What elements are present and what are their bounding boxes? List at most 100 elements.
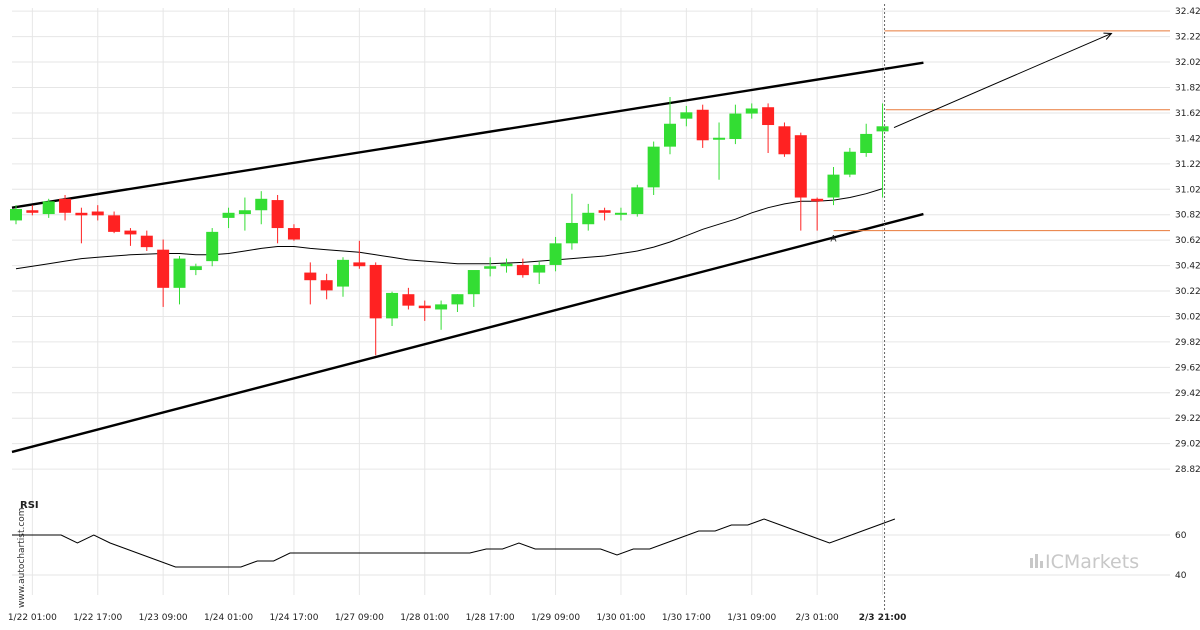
bearish-candle — [59, 198, 72, 213]
price-tick-label: 30.2250 — [1175, 287, 1200, 297]
moving-average-layer — [15, 188, 883, 270]
time-tick-label: 1/22 01:00 — [8, 613, 57, 623]
bullish-candle — [631, 187, 644, 215]
time-tick-label: 1/30 01:00 — [596, 613, 645, 623]
bearish-candle — [778, 126, 791, 155]
time-tick-label: 1/24 01:00 — [204, 613, 253, 623]
bearish-candle — [696, 109, 709, 141]
price-tick-label: 29.0250 — [1175, 440, 1200, 450]
price-tick-label: 29.8250 — [1175, 338, 1200, 348]
bearish-candle — [124, 230, 137, 235]
bullish-candle — [565, 222, 578, 244]
bullish-candle — [614, 212, 627, 215]
watermark: www.autochartist.com — [17, 507, 27, 608]
bearish-candle — [811, 198, 824, 202]
price-tick-label: 31.0250 — [1175, 185, 1200, 195]
candle-layer — [10, 97, 889, 356]
bearish-candle — [91, 211, 104, 216]
time-tick-label: 1/23 09:00 — [139, 613, 188, 623]
bearish-candle — [353, 262, 366, 267]
time-tick-label: 1/30 17:00 — [662, 613, 711, 623]
price-tick-label: 30.4250 — [1175, 262, 1200, 272]
bearish-candle — [304, 272, 317, 281]
time-tick-label: 1/28 01:00 — [400, 613, 449, 623]
bullish-candle — [451, 294, 464, 305]
svg-text:ICMarkets: ICMarkets — [1045, 551, 1139, 573]
price-tick-label: 30.8250 — [1175, 211, 1200, 221]
bullish-candle — [549, 243, 562, 265]
axis-layer: 32.4250 32.2250 32.0250 31.8250 31.6250 31.42… — [8, 4, 1200, 623]
rsi-tick-label: 40 — [1175, 571, 1187, 581]
bearish-candle — [108, 215, 121, 232]
price-tick-label: 30.6250 — [1175, 236, 1200, 246]
bullish-candle — [745, 108, 758, 114]
bullish-candle — [10, 208, 22, 221]
time-tick-label: 2/3 21:00 — [859, 613, 907, 623]
rsi-line — [12, 518, 896, 568]
bullish-candle — [337, 259, 349, 287]
bullish-candle — [680, 112, 693, 119]
bearish-candle — [157, 249, 170, 288]
time-tick-label: 1/27 09:00 — [335, 613, 384, 623]
bearish-candle — [26, 210, 39, 213]
price-tick-label: 29.6250 — [1175, 363, 1200, 373]
bullish-candle — [647, 146, 660, 188]
point-label-a: A — [830, 235, 837, 245]
bullish-candle — [533, 264, 546, 273]
channel-upper-line — [11, 61, 924, 209]
price-tick-label: 30.0250 — [1175, 312, 1200, 322]
bullish-candle — [206, 231, 219, 262]
bullish-candle — [664, 123, 676, 147]
bullish-candle — [255, 198, 268, 211]
time-tick-label: 1/28 17:00 — [466, 613, 515, 623]
projection-arrow-head — [1103, 32, 1113, 40]
bullish-candle — [860, 133, 873, 154]
bearish-candle — [140, 235, 153, 248]
price-tick-label: 29.2250 — [1175, 414, 1200, 424]
bearish-candle — [762, 107, 775, 126]
bullish-candle — [238, 210, 251, 215]
projection-arrow-line — [893, 32, 1112, 129]
bearish-candle — [369, 264, 382, 319]
bullish-candle — [189, 266, 202, 271]
bearish-candle — [794, 135, 807, 198]
price-tick-label: 28.8250 — [1175, 465, 1200, 475]
time-tick-label: 1/31 09:00 — [727, 613, 776, 623]
bullish-candle — [729, 113, 742, 140]
rsi-panel: RSI — [12, 500, 896, 568]
bullish-candle — [222, 212, 235, 218]
bearish-candle — [516, 264, 529, 276]
price-tick-label: 31.2250 — [1175, 160, 1200, 170]
price-tick-label: 32.4250 — [1175, 7, 1200, 17]
bullish-candle — [42, 201, 55, 215]
time-tick-label: 1/29 09:00 — [531, 613, 580, 623]
overlay-layer: A — [830, 30, 1170, 245]
time-tick-label: 2/3 01:00 — [796, 613, 840, 623]
price-tick-label: 32.2250 — [1175, 33, 1200, 43]
bearish-candle — [598, 210, 611, 213]
bearish-candle — [402, 294, 415, 306]
price-tick-label: 31.8250 — [1175, 84, 1200, 94]
bearish-candle — [271, 200, 284, 229]
bullish-candle — [435, 304, 448, 310]
bearish-candle — [75, 212, 88, 216]
bullish-candle — [843, 151, 856, 175]
grid-layer — [12, 8, 1170, 595]
bullish-candle — [484, 266, 497, 269]
bearish-candle — [418, 305, 431, 309]
channel-lower-line — [11, 212, 924, 454]
bullish-candle — [713, 137, 726, 140]
channel-layer — [11, 61, 924, 454]
bullish-candle — [386, 292, 399, 319]
rsi-tick-label: 60 — [1175, 531, 1187, 541]
bar-chart-icon — [1030, 554, 1043, 568]
moving-average-line — [15, 188, 883, 270]
price-tick-label: 31.6250 — [1175, 109, 1200, 119]
bullish-candle — [467, 270, 480, 295]
rsi-title: RSI — [20, 500, 39, 511]
bullish-candle — [582, 212, 595, 225]
bullish-candle — [876, 126, 889, 132]
price-tick-label: 31.4250 — [1175, 134, 1200, 144]
